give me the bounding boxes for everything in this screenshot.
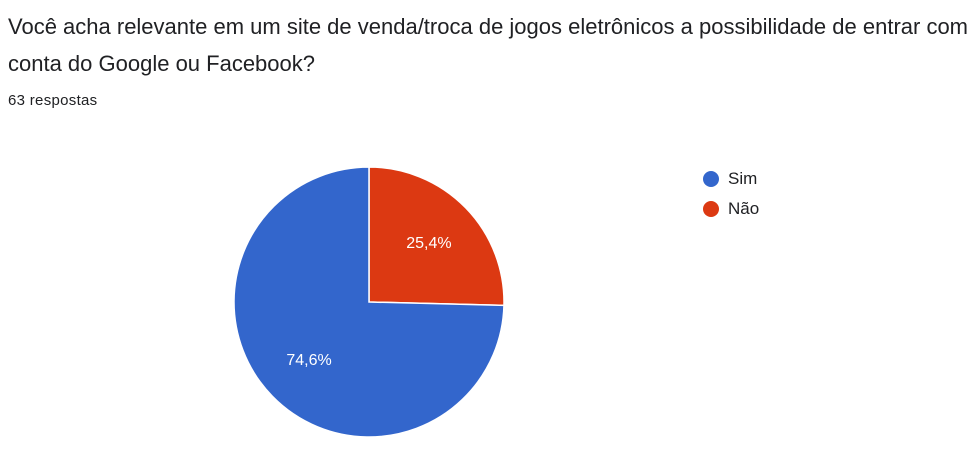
legend-swatch-nao: [703, 201, 719, 217]
pie-slices: [233, 166, 505, 438]
response-count: 63 respostas: [8, 92, 98, 109]
pie-label-sim: 74,6%: [286, 352, 331, 369]
legend-label-nao: Não: [728, 199, 760, 218]
legend-item-nao[interactable]: Não: [703, 194, 759, 224]
legend-item-sim[interactable]: Sim: [703, 164, 759, 194]
legend-label-sim: Sim: [728, 169, 758, 188]
pie-labels: 25,4% 74,6%: [286, 235, 451, 369]
pie-slice-sim[interactable]: [233, 166, 505, 438]
chart-legend: Sim Não: [703, 164, 759, 224]
question-title: Você acha relevante em um site de venda/…: [8, 14, 969, 76]
pie-label-nao: 25,4%: [406, 235, 451, 252]
pie-slice-nao[interactable]: [368, 166, 505, 307]
legend-swatch-sim: [703, 171, 719, 187]
